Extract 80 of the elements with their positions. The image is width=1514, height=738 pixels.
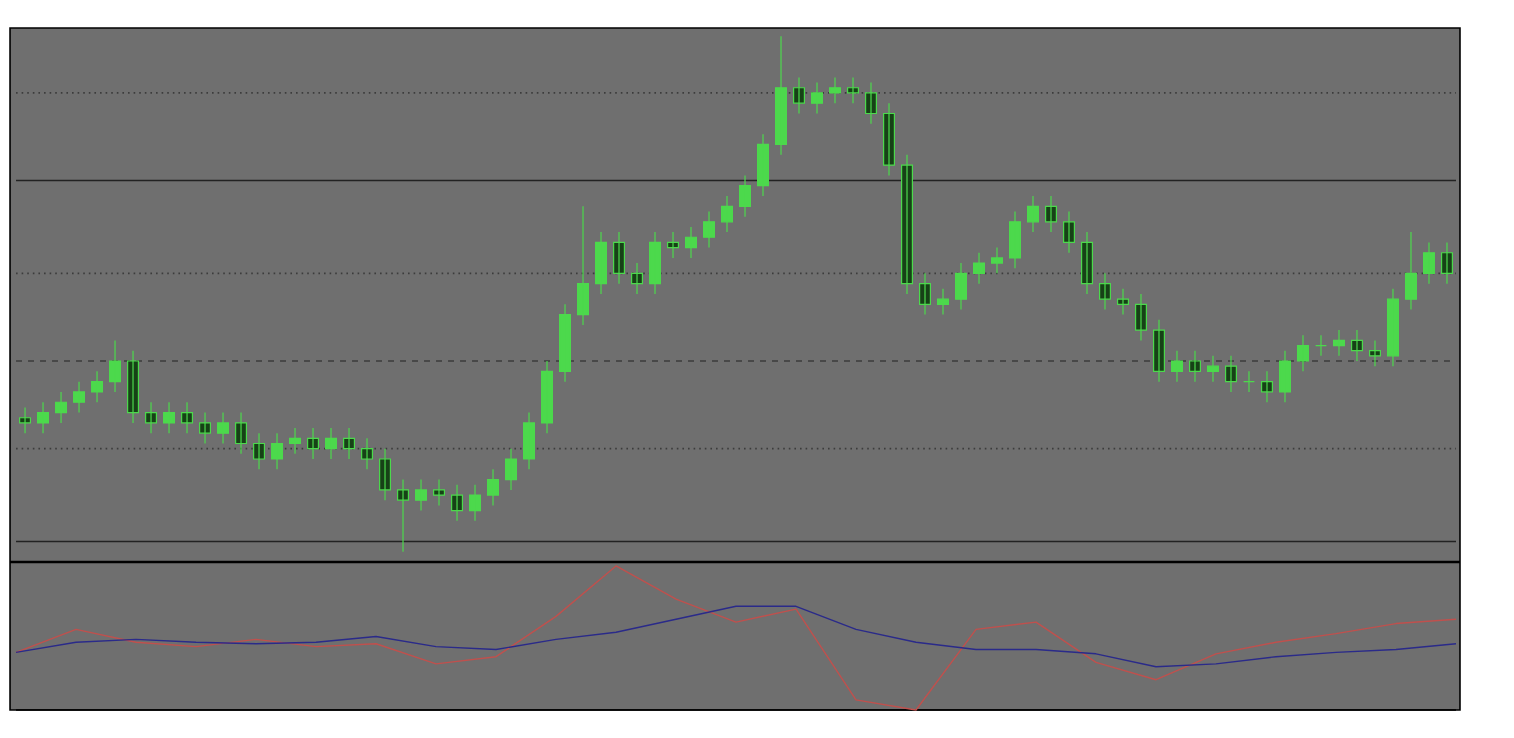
candlestick (1188, 350, 1201, 383)
candlestick (631, 262, 644, 295)
candlestick (55, 391, 68, 424)
candlestick (271, 432, 284, 470)
candlestick (775, 35, 788, 156)
candlestick (667, 231, 680, 259)
candlestick (1099, 272, 1111, 311)
candlestick (415, 479, 428, 512)
candlestick (937, 288, 949, 316)
candlestick (703, 210, 716, 249)
candlestick (37, 401, 50, 434)
candlestick (1027, 195, 1039, 233)
candlestick (487, 468, 500, 506)
candlestick (217, 411, 230, 445)
candlestick (973, 252, 985, 285)
candlestick (523, 411, 536, 470)
candlestick (739, 174, 752, 218)
candlestick (433, 479, 446, 506)
candlestick (91, 370, 104, 403)
candlestick (1332, 329, 1345, 357)
candlestick (1260, 370, 1273, 403)
candlestick (397, 479, 410, 553)
candlestick (649, 231, 662, 295)
candlestick (163, 401, 176, 434)
candlestick (73, 381, 86, 414)
candlestick (595, 231, 608, 295)
candlestick (1368, 339, 1381, 367)
candlestick (253, 432, 266, 470)
candlestick (829, 76, 841, 104)
candlestick (1314, 334, 1327, 357)
candlestick (1422, 241, 1435, 285)
candlestick (325, 427, 338, 460)
candlestick (1386, 288, 1399, 367)
candlestick (865, 81, 877, 125)
candlestick (847, 76, 859, 104)
candlestick (127, 350, 140, 424)
candlestick (361, 437, 374, 470)
candlestick (559, 303, 572, 383)
candlestick (199, 411, 212, 445)
candlestick (19, 406, 32, 434)
candlestick (613, 231, 626, 285)
candlestick (811, 81, 824, 115)
candlestick (379, 448, 392, 501)
candlestick (181, 401, 194, 434)
candlestick (451, 484, 464, 522)
candlestick (289, 427, 302, 455)
candlestick (1296, 334, 1309, 372)
candlestick (1206, 355, 1219, 383)
candlestick (1009, 210, 1021, 269)
candlestick (919, 272, 931, 316)
candlestick (541, 360, 554, 434)
candlestick (469, 484, 482, 522)
candlestick (1170, 350, 1183, 383)
candlestick (1350, 329, 1363, 362)
candlestick (1063, 210, 1075, 254)
candlestick (1278, 350, 1291, 403)
candlestick (685, 226, 698, 259)
candlestick (721, 195, 733, 233)
candlestick (1045, 195, 1057, 233)
candlestick (1116, 288, 1129, 316)
candlestick (307, 427, 320, 460)
candlestick (109, 339, 122, 393)
candlestick (991, 246, 1003, 274)
candlestick (1404, 231, 1417, 311)
candlestick (1242, 370, 1255, 393)
candlestick (145, 401, 158, 434)
candlestick (901, 154, 913, 295)
candlestick (505, 448, 518, 491)
candlestick (955, 262, 967, 311)
candlestick (235, 411, 248, 455)
candlestick (793, 76, 805, 115)
candlestick (1152, 319, 1165, 383)
candlestick (1080, 231, 1093, 295)
candlestick (757, 133, 769, 197)
candlestick (1135, 293, 1147, 341)
candlestick (343, 427, 356, 460)
candlestick (883, 102, 895, 176)
candlestick (1224, 355, 1237, 393)
candlestick (1440, 241, 1453, 285)
candlestick (577, 205, 590, 326)
